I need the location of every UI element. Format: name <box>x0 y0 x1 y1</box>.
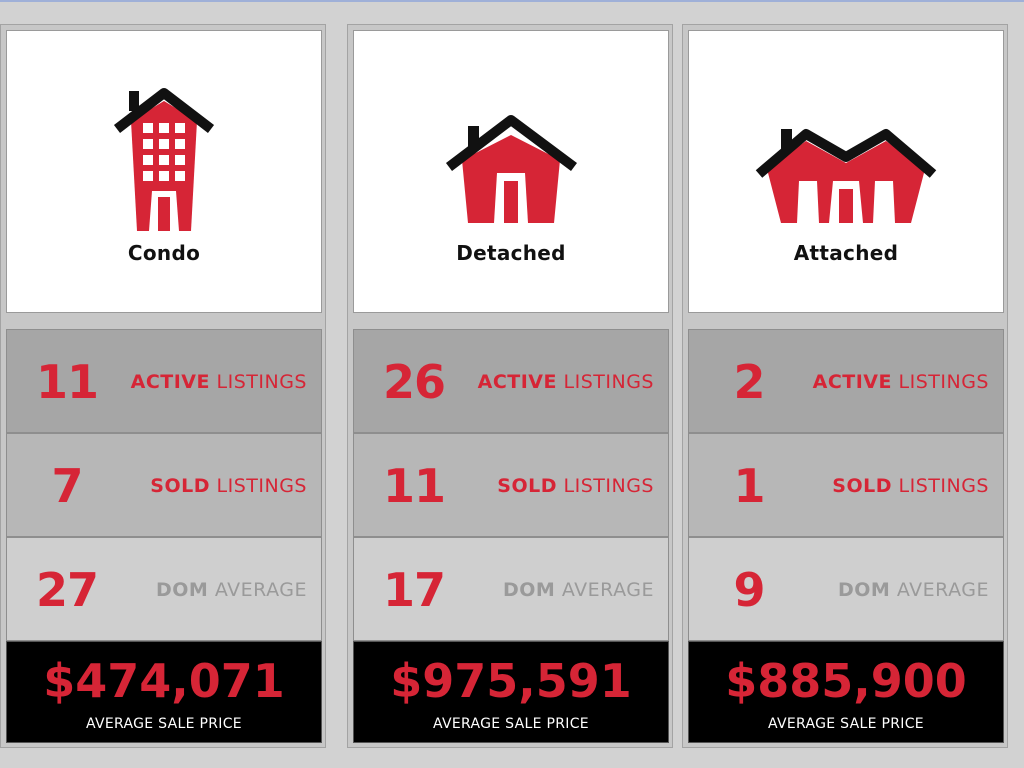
column-attached: Attached 2 ACTIVE LISTINGS 1 SOLD LISTIN… <box>682 24 1008 748</box>
dom-average-value: 17 <box>382 563 446 617</box>
column-condo: Condo 11 ACTIVE LISTINGS 7 SOLD LISTINGS… <box>0 24 326 748</box>
sold-listings-row: 7 SOLD LISTINGS <box>6 433 322 537</box>
dom-average-label: DOM AVERAGE <box>156 579 307 601</box>
sold-listings-label: SOLD LISTINGS <box>497 475 654 497</box>
property-type-card: Condo <box>6 30 322 313</box>
active-listings-row: 26 ACTIVE LISTINGS <box>353 329 669 433</box>
sold-listings-count: 7 <box>51 459 83 513</box>
dom-average-value: 27 <box>35 563 99 617</box>
active-listings-row: 2 ACTIVE LISTINGS <box>688 329 1004 433</box>
dom-average-label: DOM AVERAGE <box>503 579 654 601</box>
sold-listings-label: SOLD LISTINGS <box>832 475 989 497</box>
average-sale-price-label: AVERAGE SALE PRICE <box>768 716 924 732</box>
average-sale-price: $975,591 <box>390 654 632 708</box>
property-type-label: Attached <box>793 241 899 265</box>
active-listings-count: 11 <box>35 355 99 409</box>
active-listings-label: ACTIVE LISTINGS <box>130 371 307 393</box>
dom-average-row: 27 DOM AVERAGE <box>6 537 322 641</box>
dom-average-value: 9 <box>733 563 765 617</box>
sold-listings-label: SOLD LISTINGS <box>150 475 307 497</box>
active-listings-label: ACTIVE LISTINGS <box>812 371 989 393</box>
average-sale-price-box: $474,071 AVERAGE SALE PRICE <box>6 641 322 743</box>
property-type-label: Detached <box>456 241 566 265</box>
average-sale-price: $885,900 <box>725 654 967 708</box>
property-type-card: Attached <box>688 30 1004 313</box>
sold-listings-row: 11 SOLD LISTINGS <box>353 433 669 537</box>
top-border-line <box>0 0 1024 2</box>
average-sale-price-label: AVERAGE SALE PRICE <box>433 716 589 732</box>
average-sale-price-box: $885,900 AVERAGE SALE PRICE <box>688 641 1004 743</box>
column-detached: Detached 26 ACTIVE LISTINGS 11 SOLD LIST… <box>347 24 673 748</box>
condo-building-icon <box>113 88 215 231</box>
sold-listings-count: 1 <box>733 459 765 513</box>
average-sale-price-box: $975,591 AVERAGE SALE PRICE <box>353 641 669 743</box>
sold-listings-count: 11 <box>382 459 446 513</box>
dom-average-label: DOM AVERAGE <box>838 579 989 601</box>
active-listings-row: 11 ACTIVE LISTINGS <box>6 329 322 433</box>
dom-average-row: 9 DOM AVERAGE <box>688 537 1004 641</box>
average-sale-price: $474,071 <box>43 654 285 708</box>
property-type-card: Detached <box>353 30 669 313</box>
active-listings-label: ACTIVE LISTINGS <box>477 371 654 393</box>
attached-house-icon <box>755 129 937 223</box>
active-listings-count: 26 <box>382 355 446 409</box>
sold-listings-row: 1 SOLD LISTINGS <box>688 433 1004 537</box>
detached-house-icon <box>445 115 577 223</box>
active-listings-count: 2 <box>733 355 765 409</box>
average-sale-price-label: AVERAGE SALE PRICE <box>86 716 242 732</box>
property-type-label: Condo <box>127 241 201 265</box>
dom-average-row: 17 DOM AVERAGE <box>353 537 669 641</box>
